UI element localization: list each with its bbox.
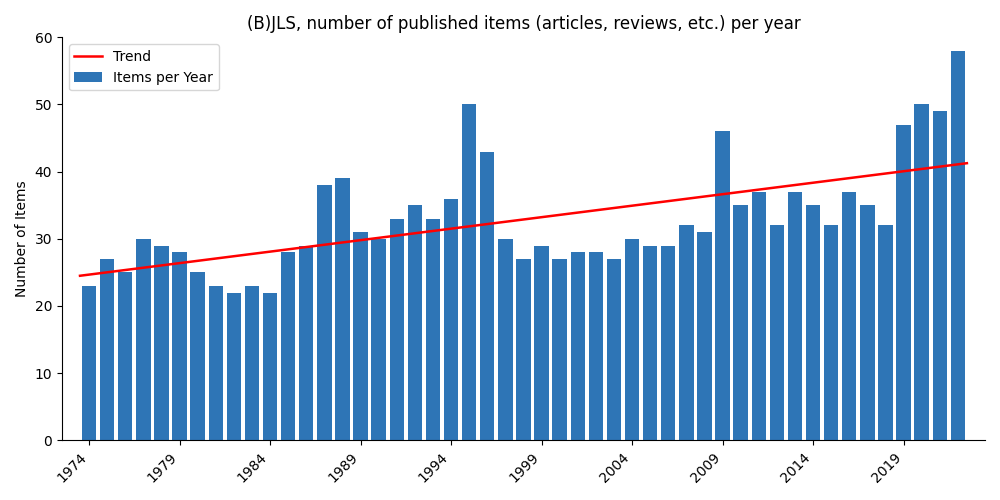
Bar (625, 239, 639, 440)
Bar (390, 218, 404, 440)
Bar (715, 132, 730, 440)
Bar (878, 226, 893, 440)
Legend: Trend, Items per Year: Trend, Items per Year (69, 44, 219, 90)
Bar (661, 246, 675, 440)
Bar (299, 246, 313, 440)
Bar (263, 292, 277, 440)
Bar (136, 239, 151, 440)
Bar (589, 252, 603, 440)
Bar (426, 218, 440, 440)
Title: (B)JLS, number of published items (articles, reviews, etc.) per year: (B)JLS, number of published items (artic… (247, 15, 800, 33)
Bar (933, 111, 947, 440)
Bar (480, 152, 494, 441)
Bar (806, 205, 820, 440)
Bar (227, 292, 241, 440)
Bar (842, 192, 856, 440)
Bar (643, 246, 657, 440)
Bar (353, 232, 368, 440)
Bar (788, 192, 802, 440)
Bar (770, 226, 784, 440)
Bar (607, 259, 621, 440)
Bar (498, 239, 513, 440)
Bar (697, 232, 712, 440)
Bar (317, 185, 332, 440)
Bar (190, 272, 205, 440)
Bar (733, 205, 748, 440)
Bar (571, 252, 585, 440)
Bar (100, 259, 114, 440)
Bar (444, 198, 458, 440)
Bar (371, 239, 386, 440)
Y-axis label: Number of Items: Number of Items (15, 180, 29, 297)
Bar (172, 252, 187, 440)
Bar (951, 51, 965, 440)
Bar (118, 272, 132, 440)
Bar (824, 226, 838, 440)
Bar (335, 178, 350, 440)
Bar (462, 104, 476, 440)
Bar (408, 205, 422, 440)
Bar (82, 286, 96, 440)
Bar (752, 192, 766, 440)
Bar (534, 246, 549, 440)
Bar (209, 286, 223, 440)
Bar (679, 226, 694, 440)
Bar (914, 104, 929, 440)
Bar (860, 205, 875, 440)
Bar (896, 124, 911, 440)
Bar (516, 259, 531, 440)
Bar (245, 286, 259, 440)
Bar (154, 246, 169, 440)
Bar (552, 259, 567, 440)
Bar (281, 252, 295, 440)
